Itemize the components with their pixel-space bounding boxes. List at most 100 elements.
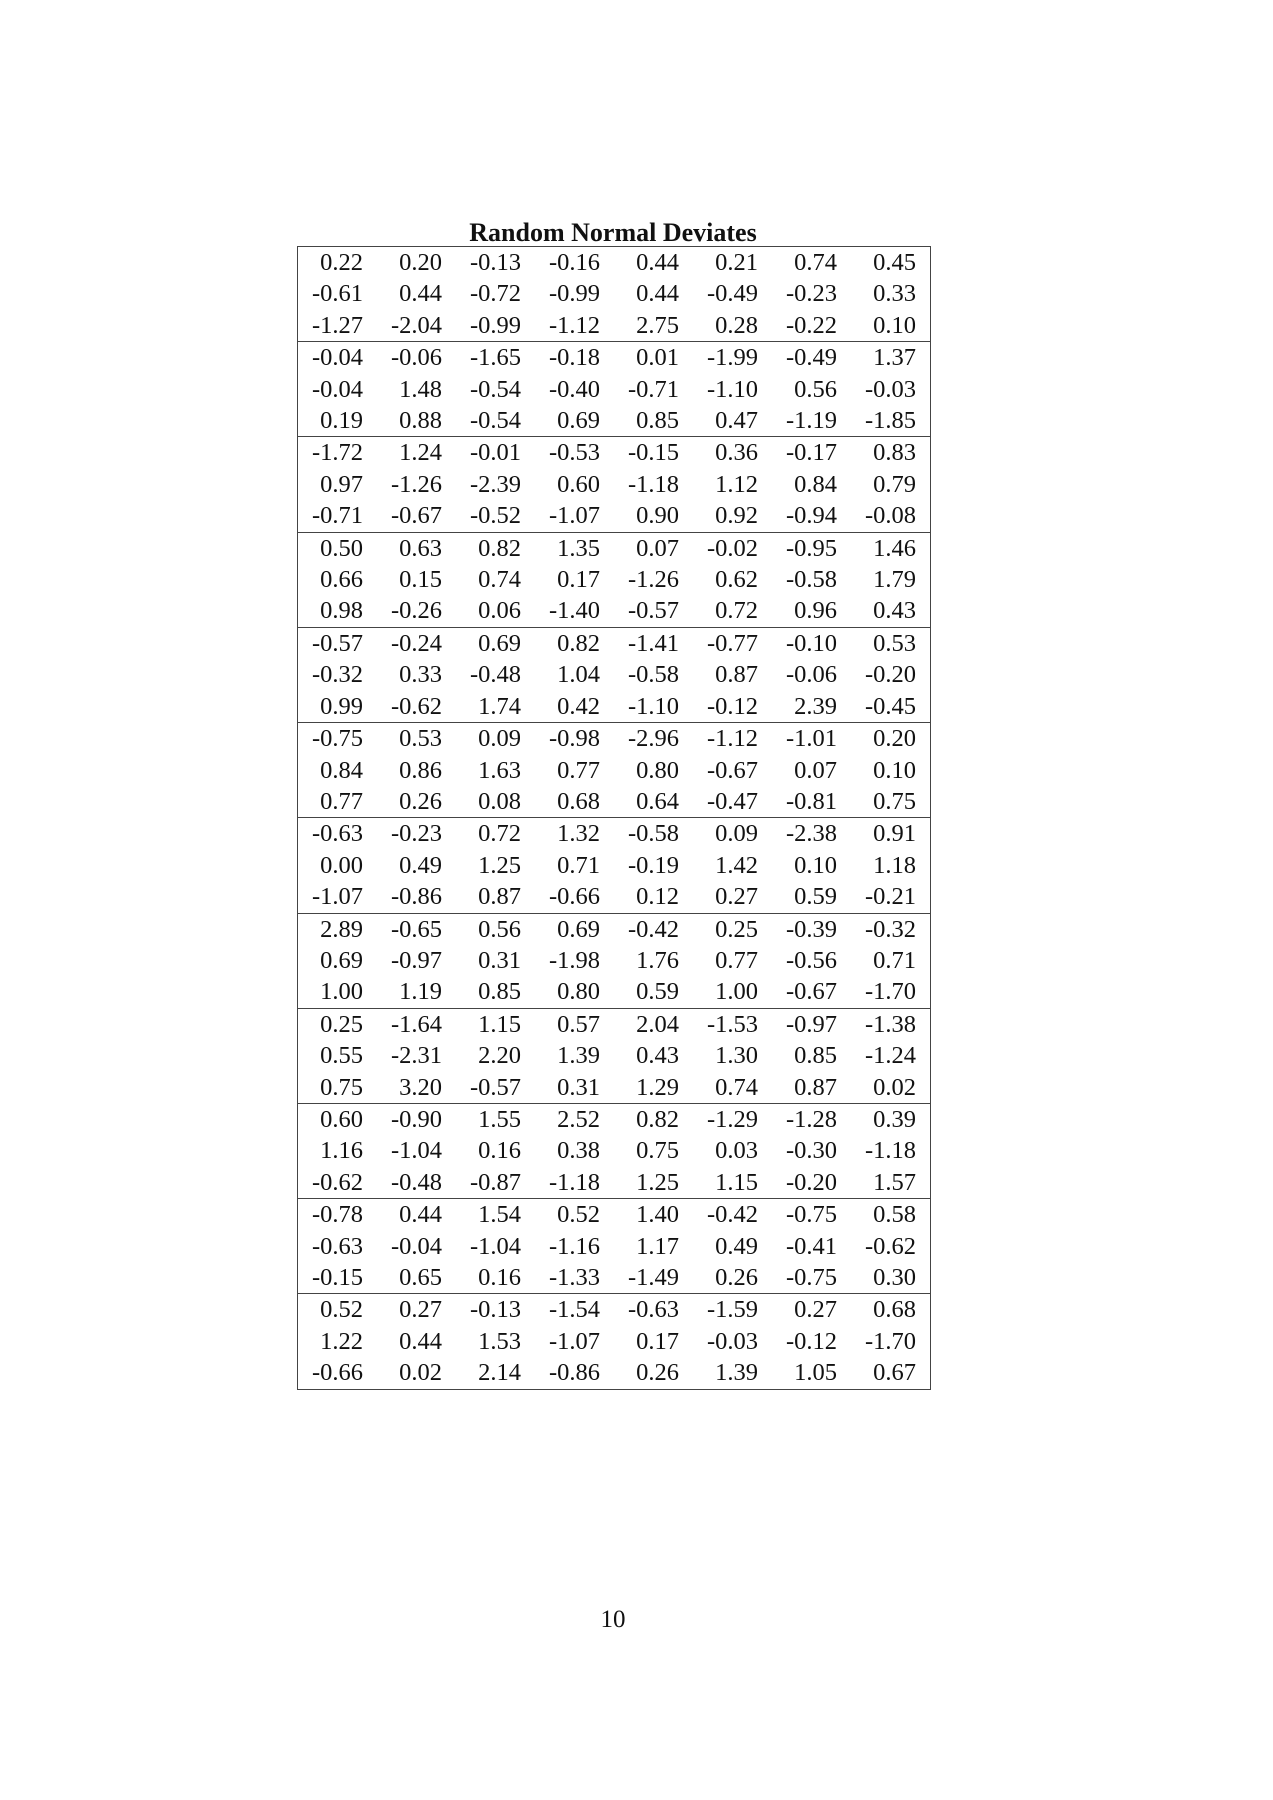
table-cell: 0.71 [873,946,916,974]
table-cell: 0.27 [715,883,758,911]
table-cell: -1.98 [548,946,600,974]
table-cell: 0.44 [377,1198,456,1231]
page-number: 10 [600,1606,626,1633]
table-cell: -0.61 [311,280,363,308]
table-cell: -1.18 [548,1168,600,1196]
table-cell: -0.58 [614,817,693,850]
table-cell: -0.15 [614,436,693,469]
row-group: -1.72 1.24 -0.01 -0.53 -0.15 0.36 -0.17 0.83 0.9… [297,436,931,532]
table-row: 0.55 -2.31 2.20 1.39 0.43 1.30 0.85 -1.24 [298,1040,931,1071]
table-cell: 0.77 [320,787,363,815]
table-cell: 0.98 [320,597,363,625]
table-cell: -0.13 [456,1293,535,1326]
table-row: 0.52 0.27 -0.13 -1.54 -0.63 -1.59 0.27 0.68 [297,1293,931,1326]
table-cell: -0.81 [785,787,837,815]
table-cell: -1.38 [851,1007,931,1041]
table-row: -0.04 1.48 -0.54 -0.40 -0.71 -1.10 0.56 -0.03 [298,374,931,405]
table-cell: 1.39 [715,1359,758,1387]
table-cell: -0.97 [390,946,442,974]
row-group: -0.04 -0.06 -1.65 -0.18 0.01 -1.99 -0.49 1.37 -0… [297,341,931,437]
table-row: -0.71 -0.67 -0.52 -1.07 0.90 0.92 -0.94 -0.08 [298,500,931,532]
table-cell: 1.79 [873,566,916,594]
table-cell: -1.10 [627,692,679,720]
table-cell: 0.44 [399,1327,442,1355]
table-cell: 1.05 [794,1359,837,1387]
table-cell: 0.16 [478,1137,521,1165]
table-cell: -0.99 [548,280,600,308]
table-cell: -0.99 [469,311,521,339]
table-cell: -0.03 [706,1327,758,1355]
table-cell: -0.40 [548,375,600,403]
table-row: 0.50 0.63 0.82 1.35 0.07 -0.02 -0.95 1.46 [297,531,931,565]
table-cell: -1.07 [311,883,363,911]
table-cell: -0.23 [377,817,456,850]
table-cell: 1.57 [873,1168,916,1196]
table-row: -0.63 -0.23 0.72 1.32 -0.58 0.09 -2.38 0.91 [297,817,931,850]
table-cell: 0.44 [636,249,679,276]
table-cell: -0.66 [548,883,600,911]
table-cell: 1.48 [399,375,442,403]
table-cell: -0.39 [772,912,851,945]
table-cell: -0.12 [785,1327,837,1355]
table-cell: 0.08 [478,787,521,815]
table-cell: 0.27 [772,1293,851,1326]
table-cell: 1.15 [715,1168,758,1196]
table-cell: -0.53 [535,436,614,469]
table-cell: -0.49 [772,341,851,374]
table-cell: 0.69 [557,407,600,435]
table-cell: -1.65 [456,341,535,374]
table-cell: 0.36 [693,436,772,469]
table-cell: -0.67 [785,978,837,1006]
table-cell: 0.49 [399,851,442,879]
table-cell: -0.66 [311,1359,363,1387]
random-normal-deviates-table: 0.22 0.20 -0.13 -0.16 0.44 0.21 0.74 0.45 -0.61 0… [297,246,931,1390]
table-cell: 0.60 [557,470,600,498]
table-cell: 0.77 [715,946,758,974]
table-cell: -1.64 [377,1007,456,1041]
table-cell: 0.31 [557,1073,600,1101]
table-cell: 0.00 [320,851,363,879]
table-cell: 0.67 [873,1359,916,1387]
table-cell: 0.57 [535,1007,614,1041]
table-row: 1.00 1.19 0.85 0.80 0.59 1.00 -0.67 -1.70 [298,976,931,1008]
table-cell: -0.62 [864,1232,916,1260]
table-cell: 0.96 [794,597,837,625]
table-cell: -1.07 [548,502,600,530]
table-cell: 0.69 [320,946,363,974]
table-cell: 0.17 [636,1327,679,1355]
table-cell: -0.22 [785,311,837,339]
table-row: 0.00 0.49 1.25 0.71 -0.19 1.42 0.10 1.18 [298,850,931,881]
table-cell: 1.29 [636,1073,679,1101]
table-cell: 0.74 [715,1073,758,1101]
table-cell: -1.12 [693,722,772,755]
row-group: 0.25 -1.64 1.15 0.57 2.04 -1.53 -0.97 -1.38 0.55… [297,1007,931,1103]
table-cell: -0.19 [627,851,679,879]
table-cell: 0.75 [873,787,916,815]
table-cell: 0.59 [794,883,837,911]
table-cell: 0.39 [851,1102,931,1136]
table-cell: -1.49 [627,1264,679,1291]
table-cell: 0.44 [636,280,679,308]
table-cell: -0.86 [390,883,442,911]
table-cell: 0.28 [715,311,758,339]
table-cell: 0.26 [399,787,442,815]
table-cell: -2.39 [469,470,521,498]
table-cell: -1.99 [693,341,772,374]
table-row: 1.22 0.44 1.53 -1.07 0.17 -0.03 -0.12 -1.70 [298,1326,931,1357]
table-cell: 0.63 [377,531,456,565]
table-cell: 1.19 [399,978,442,1006]
table-cell: 0.10 [873,311,916,339]
table-cell: -0.15 [311,1264,363,1291]
table-cell: -0.95 [772,531,851,565]
table-cell: -0.87 [469,1168,521,1196]
table-row: 0.25 -1.64 1.15 0.57 2.04 -1.53 -0.97 -1.38 [297,1007,931,1041]
table-cell: 0.02 [873,1073,916,1101]
table-row: -0.32 0.33 -0.48 1.04 -0.58 0.87 -0.06 -0.20 [298,659,931,690]
table-cell: -0.42 [693,1198,772,1231]
table-cell: 0.09 [456,722,535,755]
table-cell: 0.16 [478,1264,521,1291]
table-row: -1.72 1.24 -0.01 -0.53 -0.15 0.36 -0.17 0.83 [297,436,931,469]
table-cell: -1.54 [535,1293,614,1326]
table-cell: 1.63 [478,756,521,784]
table-cell: 0.72 [715,597,758,625]
